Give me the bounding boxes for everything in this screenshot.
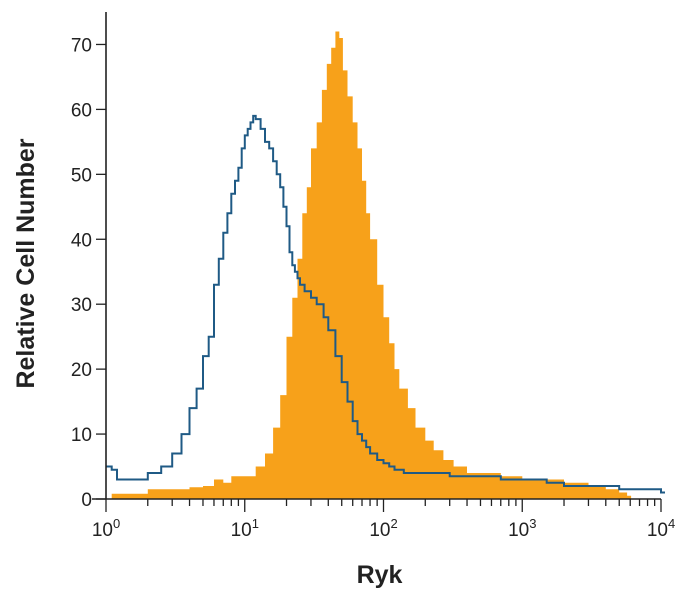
y-tick-label: 20 [71, 360, 92, 381]
y-tick-label: 50 [71, 165, 92, 186]
x-axis-title: Ryk [357, 561, 403, 589]
x-axis-ticks: 100 101 102 103 104 [92, 499, 675, 541]
filled-histogram-series [111, 31, 632, 499]
plot-marks [106, 31, 665, 499]
y-tick-label: 60 [71, 100, 92, 121]
x-tick-label: 102 [369, 516, 397, 541]
outline-histogram-series [106, 114, 665, 494]
x-tick-label: 101 [231, 516, 259, 541]
y-tick-label: 70 [71, 35, 92, 56]
y-axis-ticks: 0 10 20 30 40 50 60 70 [71, 35, 106, 511]
axes [92, 12, 661, 500]
y-axis-title: Relative Cell Number [12, 138, 40, 388]
y-tick-label: 10 [71, 425, 92, 446]
y-tick-label: 30 [71, 295, 92, 316]
x-tick-label: 104 [647, 516, 675, 541]
y-tick-label: 40 [71, 230, 92, 251]
x-tick-label: 103 [508, 516, 536, 541]
y-tick-label: 0 [81, 490, 92, 511]
x-tick-label: 100 [92, 516, 120, 541]
